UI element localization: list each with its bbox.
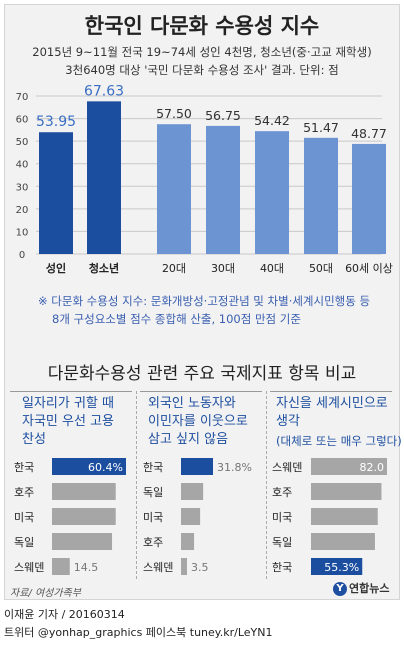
panel-1-bar-스웨덴	[52, 558, 70, 575]
x-category-label: 20대	[162, 262, 186, 275]
main-bar-chart: 0 10 20 30 40 50 60 70 53.95 성인 67.63 청소년 57.50 20대 56…	[16, 83, 393, 275]
y-tick-label: 10	[16, 227, 29, 238]
y-tick-label: 30	[16, 182, 29, 193]
panel-2-category-label: 한국	[143, 461, 163, 474]
value-label: 48.77	[351, 126, 387, 141]
bar-성인	[39, 132, 73, 254]
panel-3-title-line-1: 자신을 세계시민으로	[276, 396, 388, 411]
panel-1-category-label: 미국	[14, 511, 34, 524]
panel-3-bar-스웨덴	[311, 458, 387, 475]
panel-1-title: 일자리가 귀할 때 자국민 우선 고용 찬성	[22, 395, 114, 449]
panel-1-category-label: 호주	[14, 486, 34, 499]
background-panel	[4, 4, 400, 600]
panel-1-bar-호주	[52, 483, 116, 500]
panel-1-category-label: 한국	[14, 461, 34, 474]
panel-1-bar-미국	[52, 508, 116, 525]
panel-2-title: 외국인 노동자와 이민자를 이웃으로 삼고 싶지 않음	[148, 395, 248, 449]
panel-2-bar-한국	[181, 458, 213, 475]
panel-divider-1	[136, 391, 137, 579]
note-line-1: ※ 다문화 수용성 지수: 문화개방성·고정관념 및 차별·세계시민행동 등	[38, 294, 371, 308]
panel-2-category-label: 호주	[143, 536, 163, 549]
panel-2-bar-미국	[181, 508, 201, 525]
panel-3-bar-독일	[311, 533, 375, 550]
panel-1-category-label: 스웨덴	[14, 561, 44, 574]
panel-2-bar-호주	[181, 533, 195, 550]
reporter-credit: 이재윤 기자 / 20160314	[4, 608, 125, 621]
y-tick-label: 60	[16, 115, 29, 126]
panel-3-bar-미국	[311, 508, 378, 525]
value-label: 67.63	[84, 83, 124, 99]
panel-3-subnote: (대체로 또는 매우 그렇다)	[276, 434, 402, 448]
bar-20대	[157, 124, 191, 254]
value-label: 51.47	[303, 120, 339, 135]
panel-1-title-line-1: 일자리가 귀할 때	[22, 396, 114, 411]
panel-2-category-label: 독일	[143, 485, 163, 499]
y-tick-label: 70	[16, 92, 29, 103]
subtitle-line-1: 2015년 9~11월 전국 19~74세 성인 4천명, 청소년(중·고교 재…	[32, 45, 372, 59]
y-tick-label: 20	[16, 205, 29, 216]
page-title: 한국인 다문화 수용성 지수	[84, 14, 320, 38]
panel-1-value-label: 60.4%	[88, 461, 123, 474]
panel-3-category-label: 스웨덴	[272, 461, 302, 474]
value-label: 53.95	[36, 114, 76, 130]
bar-60세 이상	[352, 143, 386, 254]
panel-2-title-line-2: 이민자를 이웃으로	[148, 414, 248, 429]
panel-1-bar-독일	[52, 533, 113, 550]
subtitle-line-2: 3천640명 대상 '국민 다문화 수용성 조사' 결과. 단위: 점	[65, 63, 339, 77]
panel-3-value-label: 55.3%	[324, 561, 359, 574]
panel-2-title-line-1: 외국인 노동자와	[148, 396, 236, 411]
panel-2-rule	[140, 391, 262, 392]
bar-30대	[206, 125, 240, 255]
section-2-title: 다문화수용성 관련 주요 국제지표 항목 비교	[47, 364, 357, 384]
panel-2-category-label: 미국	[143, 511, 163, 524]
panel-2-value-label: 31.8%	[217, 461, 252, 474]
panel-3-category-label: 독일	[272, 535, 292, 549]
y-tick-label: 40	[16, 160, 29, 171]
x-category-label: 성인	[46, 261, 66, 275]
panel-3-category-label: 호주	[272, 486, 292, 499]
bar-50대	[304, 137, 338, 254]
yonhap-logo: Y 연합뉴스	[333, 580, 389, 596]
panel-1-rule	[10, 391, 132, 392]
panel-3-bar-한국	[311, 558, 363, 575]
source-credit: 자료/ 여성가족부	[10, 588, 81, 599]
panel-3-title: 자신을 세계시민으로 생각	[276, 395, 388, 431]
panel-2-bar-독일	[181, 483, 204, 500]
panel-3-category-label: 미국	[272, 511, 292, 524]
bar-청소년	[87, 101, 121, 254]
panel-1-title-line-3: 찬성	[22, 432, 46, 447]
panel-3-value-label: 82.0	[360, 461, 385, 474]
yonhap-logo-text: 연합뉴스	[349, 582, 390, 595]
x-category-label: 청소년	[89, 261, 119, 275]
x-category-label: 40대	[260, 262, 284, 275]
bar-40대	[255, 131, 289, 254]
yonhap-logo-mark: Y	[333, 582, 347, 596]
panel-2-value-label: 3.5	[191, 561, 209, 574]
y-tick-label: 50	[16, 137, 29, 148]
value-label: 54.42	[254, 113, 290, 128]
panel-divider-2	[266, 391, 267, 579]
panel-3-category-label: 한국	[272, 561, 292, 574]
social-links: 트위터 @yonhap_graphics 페이스북 tuney.kr/LeYN1	[4, 626, 273, 639]
x-category-label: 60세 이상	[345, 262, 393, 275]
value-label: 56.75	[205, 108, 241, 123]
panel-3-title-line-2: 생각	[276, 414, 300, 429]
value-label: 57.50	[156, 106, 192, 121]
y-tick-label: 0	[19, 250, 25, 261]
panel-1-category-label: 독일	[14, 535, 34, 549]
panel-3-bar-호주	[311, 483, 382, 500]
panel-2-bar-스웨덴	[181, 558, 187, 575]
panel-2-title-line-3: 삼고 싶지 않음	[148, 432, 229, 447]
panel-1-title-line-2: 자국민 우선 고용	[22, 414, 114, 429]
x-category-label: 50대	[309, 262, 333, 275]
note-line-2: 8개 구성요소별 점수 종합해 산출, 100점 만점 기준	[52, 312, 301, 326]
x-category-label: 30대	[211, 262, 235, 275]
panel-3-rule	[270, 391, 392, 392]
panel-1-value-label: 14.5	[74, 561, 99, 574]
panel-1-bar-한국	[52, 458, 126, 475]
panel-2-category-label: 스웨덴	[143, 561, 173, 574]
